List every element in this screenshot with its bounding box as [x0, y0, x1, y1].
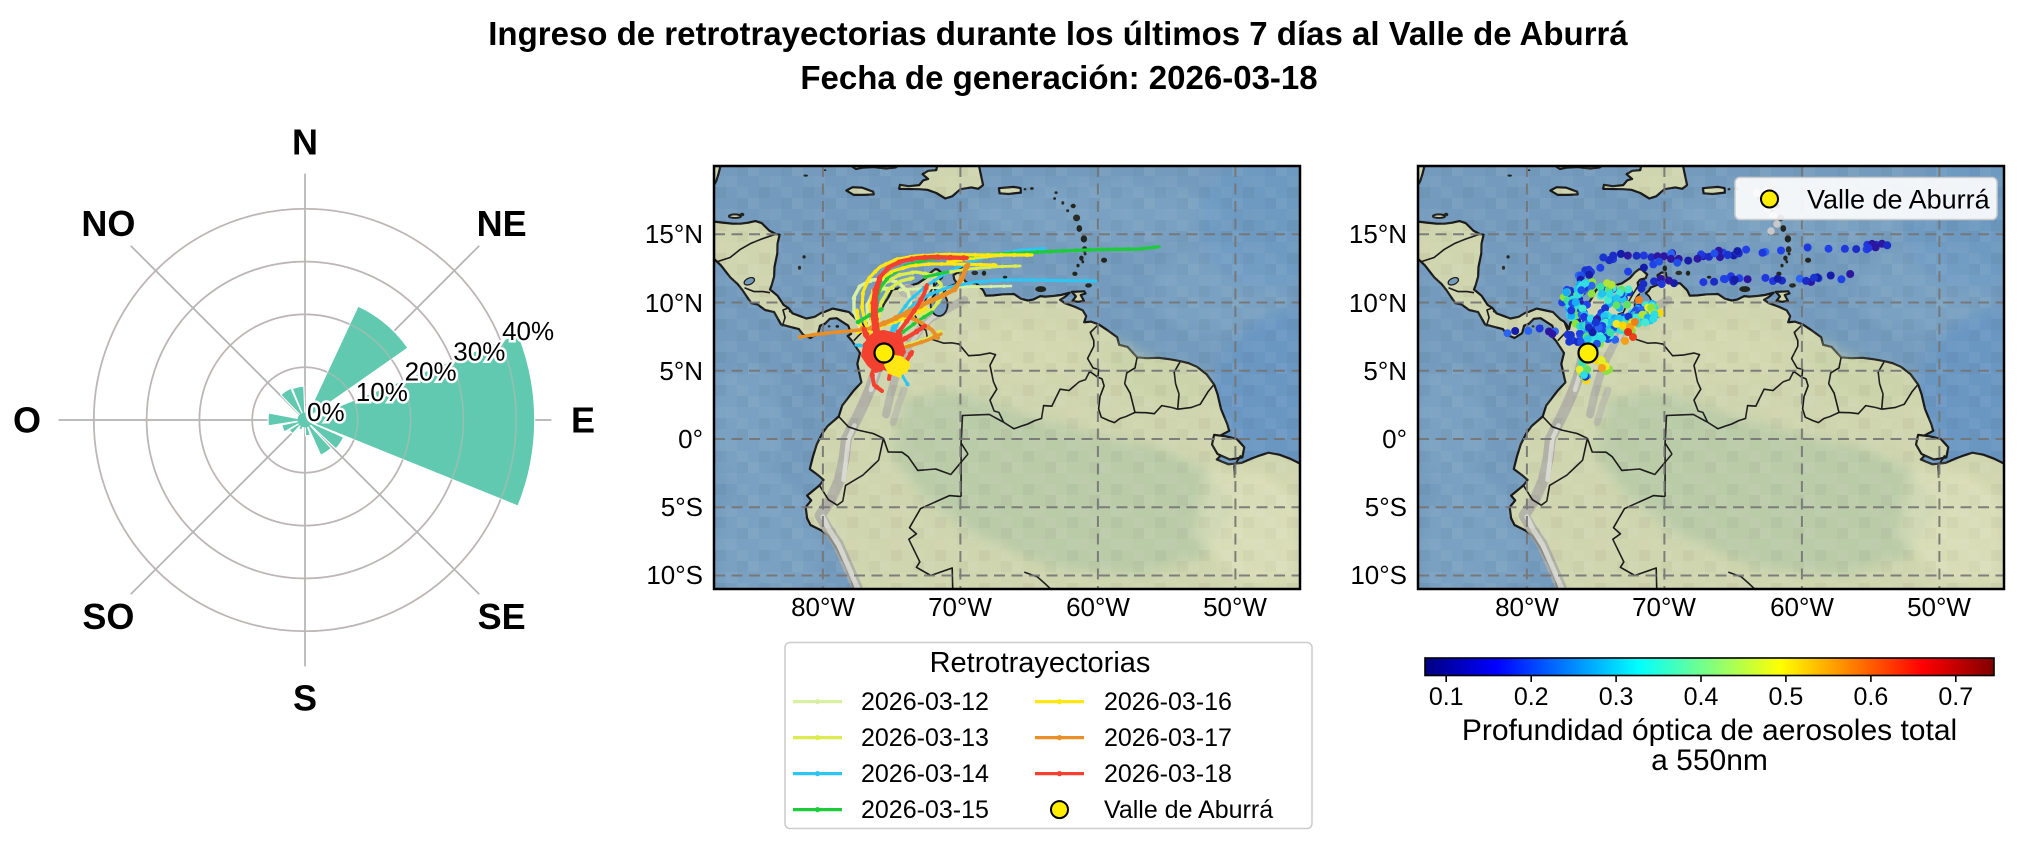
- svg-text:Profundidad óptica de aerosole: Profundidad óptica de aerosoles total: [1462, 714, 1957, 747]
- svg-text:0.7: 0.7: [1938, 683, 1973, 711]
- svg-text:Valle de Aburrá: Valle de Aburrá: [1807, 185, 1991, 215]
- svg-text:10°N: 10°N: [645, 288, 703, 318]
- svg-text:2026-03-13: 2026-03-13: [861, 724, 989, 752]
- svg-text:15°N: 15°N: [1349, 219, 1407, 249]
- svg-text:0°: 0°: [1382, 424, 1407, 454]
- svg-text:0.2: 0.2: [1514, 683, 1549, 711]
- svg-text:40%: 40%: [502, 316, 554, 346]
- svg-text:E: E: [571, 400, 595, 441]
- svg-text:30%: 30%: [453, 336, 505, 366]
- svg-text:50°W: 50°W: [1907, 592, 1971, 622]
- svg-text:5°S: 5°S: [661, 492, 703, 522]
- svg-text:0.6: 0.6: [1854, 683, 1889, 711]
- svg-text:5°S: 5°S: [1365, 492, 1407, 522]
- svg-text:Retrotrayectorias: Retrotrayectorias: [930, 647, 1151, 679]
- svg-text:NO: NO: [81, 203, 135, 244]
- svg-text:80°W: 80°W: [791, 592, 855, 622]
- svg-text:50°W: 50°W: [1203, 592, 1267, 622]
- svg-text:5°N: 5°N: [1363, 356, 1407, 386]
- svg-text:15°N: 15°N: [645, 219, 703, 249]
- svg-text:2026-03-17: 2026-03-17: [1104, 724, 1232, 752]
- svg-text:Ingreso de retrotrayectorias d: Ingreso de retrotrayectorias durante los…: [488, 15, 1628, 52]
- svg-text:SO: SO: [82, 596, 134, 637]
- svg-text:2026-03-16: 2026-03-16: [1104, 688, 1232, 716]
- svg-text:0.4: 0.4: [1684, 683, 1719, 711]
- svg-text:0°: 0°: [678, 424, 703, 454]
- svg-text:20%: 20%: [405, 357, 457, 387]
- svg-text:SE: SE: [478, 596, 526, 637]
- svg-text:10°N: 10°N: [1349, 288, 1407, 318]
- svg-text:0.3: 0.3: [1599, 683, 1634, 711]
- svg-text:5°N: 5°N: [659, 356, 703, 386]
- svg-text:2026-03-14: 2026-03-14: [861, 760, 989, 788]
- svg-text:N: N: [292, 122, 318, 163]
- svg-text:a 550nm: a 550nm: [1651, 744, 1768, 777]
- svg-text:70°W: 70°W: [928, 592, 992, 622]
- svg-text:10%: 10%: [356, 377, 408, 407]
- svg-text:S: S: [293, 678, 317, 719]
- svg-text:O: O: [13, 400, 41, 441]
- svg-text:0.1: 0.1: [1429, 683, 1464, 711]
- svg-text:0%: 0%: [307, 397, 345, 427]
- svg-text:2026-03-12: 2026-03-12: [861, 688, 989, 716]
- svg-text:10°S: 10°S: [1350, 560, 1407, 590]
- svg-text:10°S: 10°S: [646, 560, 703, 590]
- svg-text:NE: NE: [477, 203, 527, 244]
- svg-text:2026-03-18: 2026-03-18: [1104, 760, 1232, 788]
- svg-text:70°W: 70°W: [1632, 592, 1696, 622]
- svg-text:80°W: 80°W: [1495, 592, 1559, 622]
- svg-text:60°W: 60°W: [1770, 592, 1834, 622]
- svg-text:2026-03-15: 2026-03-15: [861, 796, 989, 824]
- svg-text:0.5: 0.5: [1769, 683, 1804, 711]
- svg-text:60°W: 60°W: [1066, 592, 1130, 622]
- svg-text:Fecha de generación: 2026-03-1: Fecha de generación: 2026-03-18: [800, 59, 1317, 96]
- svg-text:Valle de Aburrá: Valle de Aburrá: [1104, 796, 1273, 824]
